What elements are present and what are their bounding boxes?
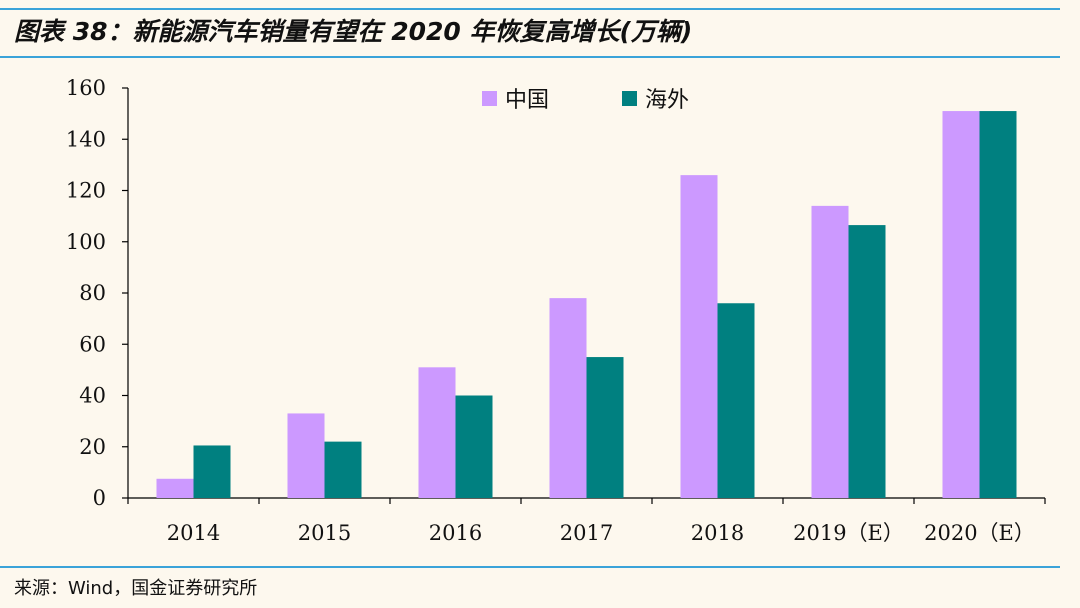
title-rule bbox=[0, 56, 1060, 58]
legend-label-overseas: 海外 bbox=[645, 88, 689, 113]
bar-china bbox=[811, 205, 849, 498]
y-axis: 0 20 40 60 80 100 120 140 160 bbox=[66, 76, 129, 510]
x-tick-label: 2016 bbox=[429, 521, 482, 545]
bar-overseas bbox=[586, 357, 624, 498]
chart-title: 图表 38：新能源汽车销量有望在 2020 年恢复高增长(万辆) bbox=[14, 17, 693, 46]
x-tick-label: 2019（E） bbox=[793, 521, 904, 545]
y-tick-label: 160 bbox=[66, 76, 106, 100]
legend-label-china: 中国 bbox=[505, 88, 549, 113]
legend: 中国 海外 bbox=[482, 88, 689, 113]
bar-china bbox=[680, 175, 718, 498]
bar-overseas bbox=[455, 395, 493, 498]
y-tick-label: 40 bbox=[79, 384, 106, 408]
bar-china bbox=[942, 111, 980, 498]
y-tick-label: 120 bbox=[66, 179, 106, 203]
y-tick-label: 20 bbox=[79, 435, 106, 459]
x-tick-label: 2015 bbox=[298, 521, 351, 545]
legend-swatch-china bbox=[482, 91, 497, 106]
y-tick-label: 140 bbox=[66, 127, 106, 151]
bar-china bbox=[549, 298, 587, 498]
bar-overseas bbox=[848, 225, 886, 498]
y-tick-label: 100 bbox=[66, 230, 106, 254]
bar-china bbox=[287, 413, 325, 498]
bar-overseas bbox=[324, 441, 362, 498]
x-tick-label: 2018 bbox=[691, 521, 744, 545]
y-tick-label: 0 bbox=[93, 486, 106, 510]
bar-china bbox=[156, 478, 194, 498]
source-note: 来源：Wind，国金证券研究所 bbox=[14, 578, 258, 599]
y-tick-label: 60 bbox=[79, 332, 106, 356]
x-tick-label: 2014 bbox=[167, 521, 220, 545]
top-rule bbox=[0, 8, 1060, 10]
y-tick-label: 80 bbox=[79, 281, 106, 305]
x-axis: 2014 2015 2016 2017 2018 2019（E） 2020（E） bbox=[127, 497, 1046, 545]
bars bbox=[156, 111, 1017, 498]
bottom-rule bbox=[0, 566, 1060, 568]
x-tick-label: 2017 bbox=[560, 521, 613, 545]
bar-overseas bbox=[979, 111, 1017, 498]
bar-china bbox=[418, 367, 456, 498]
x-tick-label: 2020（E） bbox=[924, 521, 1035, 545]
bar-overseas bbox=[717, 303, 755, 498]
bar-overseas bbox=[193, 445, 231, 498]
legend-swatch-overseas bbox=[622, 91, 637, 106]
